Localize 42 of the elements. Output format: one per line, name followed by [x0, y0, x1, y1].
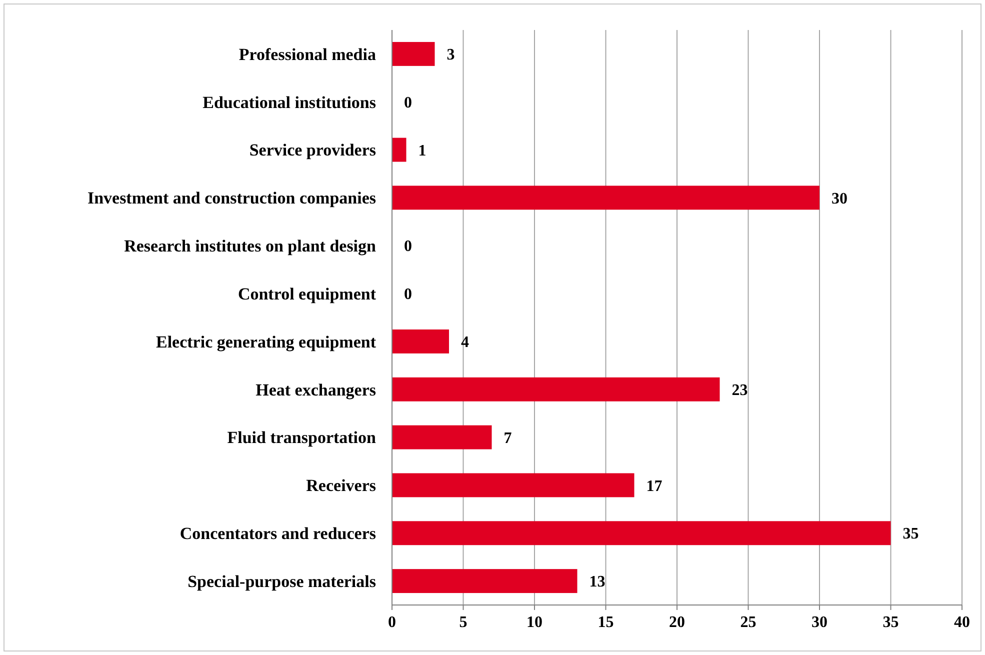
x-tick-label: 25	[740, 614, 756, 631]
bar	[392, 425, 492, 450]
x-tick-label: 10	[526, 614, 542, 631]
data-label: 0	[404, 286, 412, 304]
y-tick-label: Research institutes on plant design	[124, 236, 377, 256]
x-tick-label: 30	[812, 614, 828, 631]
y-tick-label: Service providers	[249, 140, 376, 160]
y-tick-label: Heat exchangers	[256, 380, 376, 400]
bar	[392, 377, 720, 402]
x-tick-label: 40	[954, 614, 970, 631]
data-label: 3	[446, 46, 455, 64]
x-tick-label: 0	[388, 614, 396, 631]
y-tick-label: Control equipment	[238, 284, 376, 304]
bar	[392, 42, 435, 66]
data-label: 1	[418, 142, 426, 160]
y-tick-label: Professional media	[238, 44, 376, 64]
x-tick-label: 15	[598, 614, 614, 631]
data-label: 13	[589, 574, 606, 591]
bar	[392, 473, 634, 498]
x-tick-label: 20	[669, 614, 685, 631]
data-label: 17	[646, 478, 662, 495]
bar	[392, 521, 891, 546]
data-label: 30	[832, 190, 848, 208]
y-tick-label: Electric generating equipment	[156, 332, 376, 352]
y-tick-label: Receivers	[306, 476, 376, 496]
bar	[392, 186, 820, 210]
x-tick-label: 35	[882, 614, 899, 631]
data-label: 7	[504, 430, 512, 447]
bar	[392, 329, 449, 354]
data-label: 0	[404, 94, 412, 112]
data-label: 0	[404, 238, 412, 256]
bar	[392, 569, 578, 594]
y-tick-label: Investment and construction companies	[87, 188, 376, 208]
y-tick-label: Fluid transportation	[227, 428, 377, 448]
x-tick-label: 5	[459, 614, 468, 631]
data-label: 23	[732, 382, 748, 399]
data-label: 4	[461, 334, 469, 352]
y-tick-label: Special-purpose materials	[188, 572, 376, 591]
data-label: 35	[902, 526, 919, 543]
bar	[392, 138, 406, 162]
y-tick-label: Concentators and reducers	[180, 524, 376, 544]
y-tick-label: Educational institutions	[202, 92, 376, 112]
